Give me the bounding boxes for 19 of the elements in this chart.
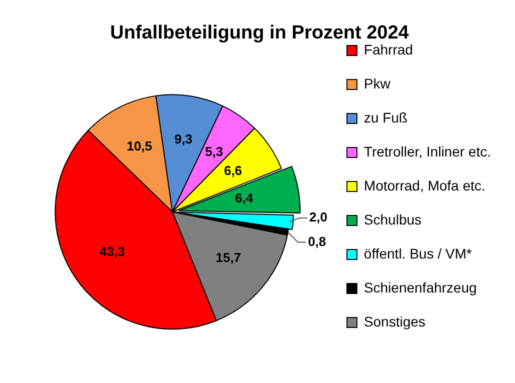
data-label: 43,3 [100,244,125,260]
data-label: 10,5 [126,138,152,154]
legend-label: Motorrad, Mofa etc. [364,177,486,194]
data-label: 2,0 [309,210,328,225]
data-label: 15,7 [216,250,242,265]
legend-label: Sonstiges [364,313,426,330]
data-label: 6,4 [234,190,254,206]
legend-label: Fahrrad [364,41,413,58]
data-label: 6,6 [224,163,242,178]
chart-title: Unfallbeteiligung in Prozent 2024 [110,22,410,44]
legend-label: Pkw [364,75,392,92]
data-label: 0,8 [308,234,326,249]
data-label: 9,3 [174,132,192,147]
legend-label: zu Fuß [364,109,408,126]
data-label: 5,3 [205,144,224,159]
legend-label: öffentl. Bus / VM* [364,245,472,262]
legend-label: Schulbus [364,211,422,228]
legend-label: Tretroller, Inliner etc. [364,143,492,160]
legend-label: Schienenfahrzeug [364,279,477,296]
